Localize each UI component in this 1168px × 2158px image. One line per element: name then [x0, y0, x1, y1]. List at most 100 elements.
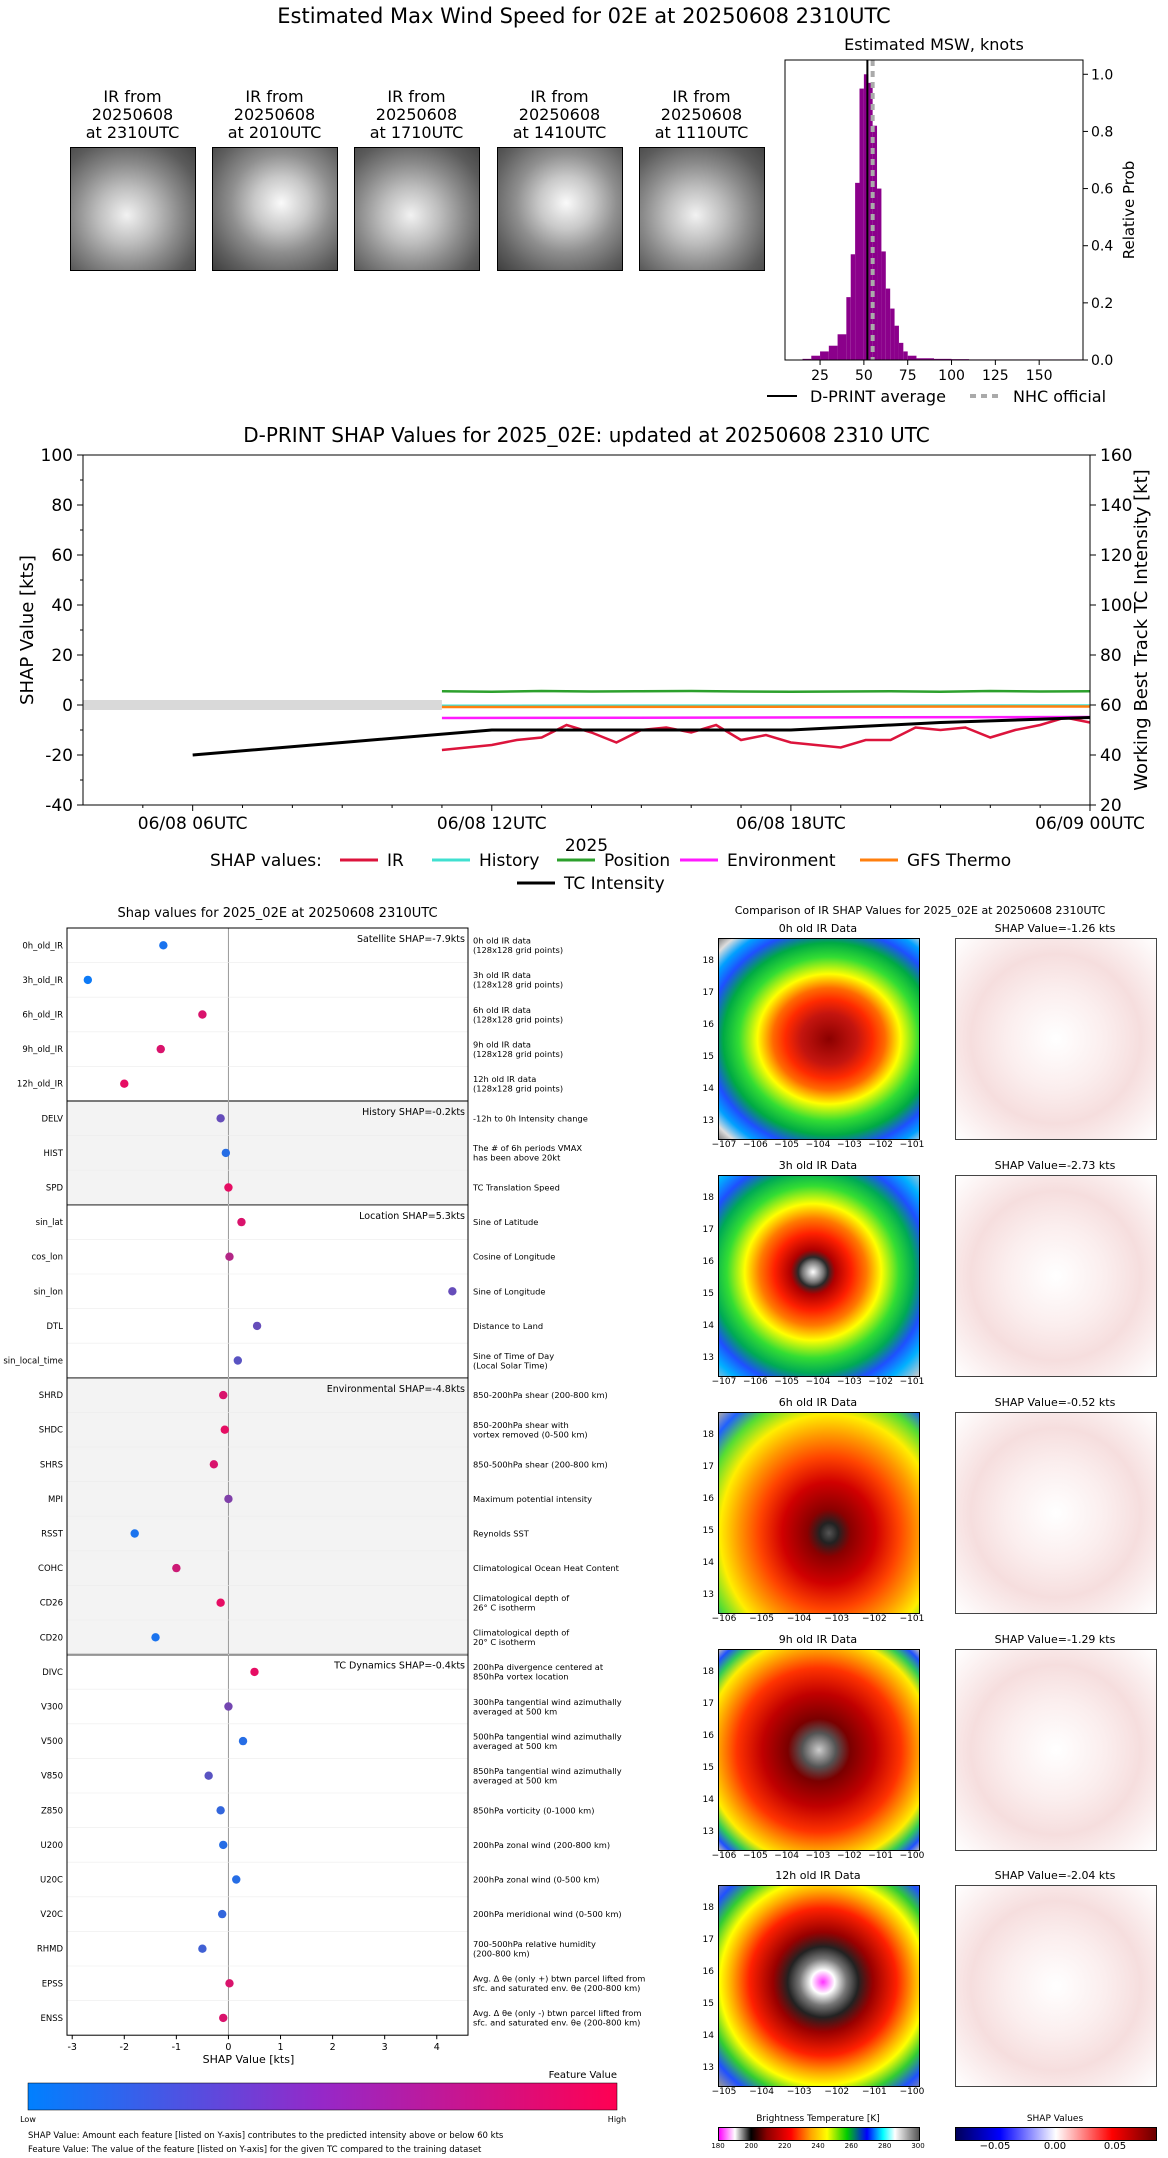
feature-description: 6h old IR data — [473, 1005, 531, 1015]
feature-shap-point — [448, 1287, 457, 1296]
ir-map-x-tick-label: −101 — [899, 1140, 925, 1150]
shap-colorbar-tick-label: 0.05 — [1103, 2141, 1127, 2152]
feature-description: 20° C isotherm — [473, 1637, 535, 1647]
feature-description: 200hPa zonal wind (200-800 km) — [473, 1840, 610, 1850]
histogram-bar — [916, 358, 934, 360]
histogram-y-tick-label: 0.6 — [1091, 182, 1113, 198]
feature-shap-point — [224, 1494, 233, 1504]
ir-map-image — [718, 1175, 920, 1377]
ir-map-x-tick-label: −102 — [862, 1614, 887, 1624]
bt-colorbar — [718, 2127, 920, 2141]
feature-description: Distance to Land — [473, 1321, 543, 1331]
ir-map-x-tick-label: −104 — [774, 1851, 800, 1861]
feature-shap-point — [159, 941, 168, 950]
timeseries-y-tick-label: -40 — [45, 796, 73, 816]
histogram-y-label: Relative Prob — [1120, 161, 1138, 260]
ir-map-x-tick-label: −103 — [824, 1614, 850, 1624]
feature-description: 850-500hPa shear (200-800 km) — [473, 1459, 608, 1469]
ir-map-y-tick-label: 14 — [702, 1558, 714, 1568]
ir-map-y-tick-label: 14 — [702, 2031, 714, 2041]
feature-shap-point — [156, 1044, 165, 1054]
shap-map-title: SHAP Value=-0.52 kts — [994, 1396, 1116, 1409]
feature-description: Sine of Longitude — [473, 1286, 545, 1296]
histogram-bar — [811, 355, 821, 360]
ir-map-title: 6h old IR Data — [778, 1396, 858, 1409]
shap-map-image — [955, 1649, 1157, 1851]
series-line-gfs-thermo — [441, 705, 1091, 709]
feature-shap-point — [224, 1702, 233, 1711]
feature-description: 9h old IR data — [473, 1039, 531, 1049]
feature-name: ENSS — [40, 2014, 63, 2024]
group-label: Location SHAP=5.3kts — [359, 1211, 465, 1222]
feature-description: Climatological Ocean Heat Content — [473, 1563, 620, 1573]
feature-name: CD26 — [40, 1599, 63, 1609]
feature-description: sfc. and saturated env. θe (200-800 km) — [473, 1983, 640, 1993]
feature-name: U20C — [40, 1876, 63, 1886]
timeseries-y2-tick-label: 40 — [1100, 746, 1122, 766]
histogram-y-tick-label: 1.0 — [1091, 67, 1113, 83]
feature-description: 12h old IR data — [473, 1074, 536, 1084]
histogram-bar — [881, 251, 886, 360]
ir-thumbnail-image — [212, 147, 338, 271]
histogram-bar — [837, 334, 847, 360]
ir-map-y-tick-label: 17 — [702, 988, 714, 998]
feature-description: (128x128 grid points) — [473, 945, 563, 955]
ir-map-y-tick-label: 13 — [702, 1827, 714, 1837]
feature-description: 200hPa zonal wind (0-500 km) — [473, 1875, 600, 1885]
feature-shap-point — [232, 1875, 241, 1884]
colorbar-high-label: High — [608, 2115, 626, 2124]
bt-colorbar-tick-label: 200 — [744, 2142, 759, 2150]
feature-shap-point — [172, 1563, 181, 1573]
feature-name: V500 — [41, 1737, 63, 1747]
ir-map-x-tick-label: −106 — [742, 1140, 768, 1150]
feature-name: cos_lon — [31, 1253, 63, 1263]
histogram-x-tick-label: 75 — [899, 368, 917, 384]
feature-shap-point — [225, 1252, 234, 1261]
feature-description: Reynolds SST — [473, 1529, 530, 1539]
shap-map-title: SHAP Value=-2.73 kts — [994, 1159, 1116, 1172]
bt-colorbar-tick-label: 240 — [811, 2142, 825, 2150]
ir-map-x-tick-label: −102 — [868, 1377, 894, 1387]
feature-name: Z850 — [41, 1806, 63, 1816]
feature-name: RSST — [41, 1530, 64, 1540]
ir-map-y-tick-label: 14 — [702, 1084, 714, 1094]
timeseries-y-tick-label: 60 — [51, 546, 73, 566]
feature-description: Climatological depth of — [473, 1628, 570, 1638]
timeseries-y2-tick-label: 20 — [1100, 796, 1122, 816]
feature-description: Maximum potential intensity — [473, 1494, 592, 1504]
group-label: TC Dynamics SHAP=-0.4kts — [333, 1661, 465, 1672]
ir-map-x-tick-label: −103 — [786, 2087, 812, 2097]
legend-label: Position — [604, 851, 670, 871]
feature-description: averaged at 500 km — [473, 1706, 557, 1716]
feature-description: Avg. Δ θe (only -) btwn parcel lifted fr… — [473, 2008, 641, 2018]
feature-shap-point — [250, 1667, 259, 1677]
histogram-y-tick-label: 0.2 — [1091, 296, 1113, 312]
ir-map-y-tick-label: 17 — [702, 1225, 714, 1235]
timeseries-y2-tick-label: 120 — [1100, 546, 1132, 566]
ir-map-x-tick-label: −101 — [899, 1614, 925, 1624]
ir-thumbnail-label: IR from 20250608 at 2310UTC — [85, 87, 180, 142]
timeseries-x-tick-label: 06/08 12UTC — [437, 814, 547, 834]
ir-map-x-tick-label: −104 — [749, 2087, 774, 2097]
histogram-bar — [890, 308, 895, 360]
ir-thumbnail-label: IR from 20250608 at 2010UTC — [227, 87, 322, 142]
ir-map-x-tick-label: −102 — [868, 1140, 894, 1150]
ir-map-y-tick-label: 13 — [702, 2063, 714, 2073]
series-line-environment — [441, 715, 1091, 720]
feature-description: (Local Solar Time) — [473, 1360, 548, 1370]
colorbar-label: Feature Value — [549, 2070, 617, 2081]
timeseries-y-tick-label: 40 — [51, 596, 73, 616]
feature-name: DELV — [41, 1114, 63, 1124]
bt-colorbar-tick-label: 300 — [911, 2142, 925, 2150]
scatter-x-tick-label: -2 — [120, 2042, 129, 2053]
feature-description: 200hPa meridional wind (0-500 km) — [473, 1909, 622, 1919]
histogram-x-tick-label: 150 — [1026, 368, 1053, 384]
feature-name: SPD — [46, 1184, 64, 1194]
comparison-title: Comparison of IR SHAP Values for 2025_02… — [734, 904, 1106, 917]
ir-map-y-tick-label: 13 — [702, 1116, 714, 1126]
histogram-y-tick-label: 0.4 — [1091, 239, 1113, 255]
feature-name: SHRD — [39, 1391, 64, 1401]
feature-description: Climatological depth of — [473, 1593, 570, 1603]
ir-map-y-tick-label: 14 — [702, 1321, 714, 1331]
histogram-x-tick-label: 25 — [811, 368, 829, 384]
